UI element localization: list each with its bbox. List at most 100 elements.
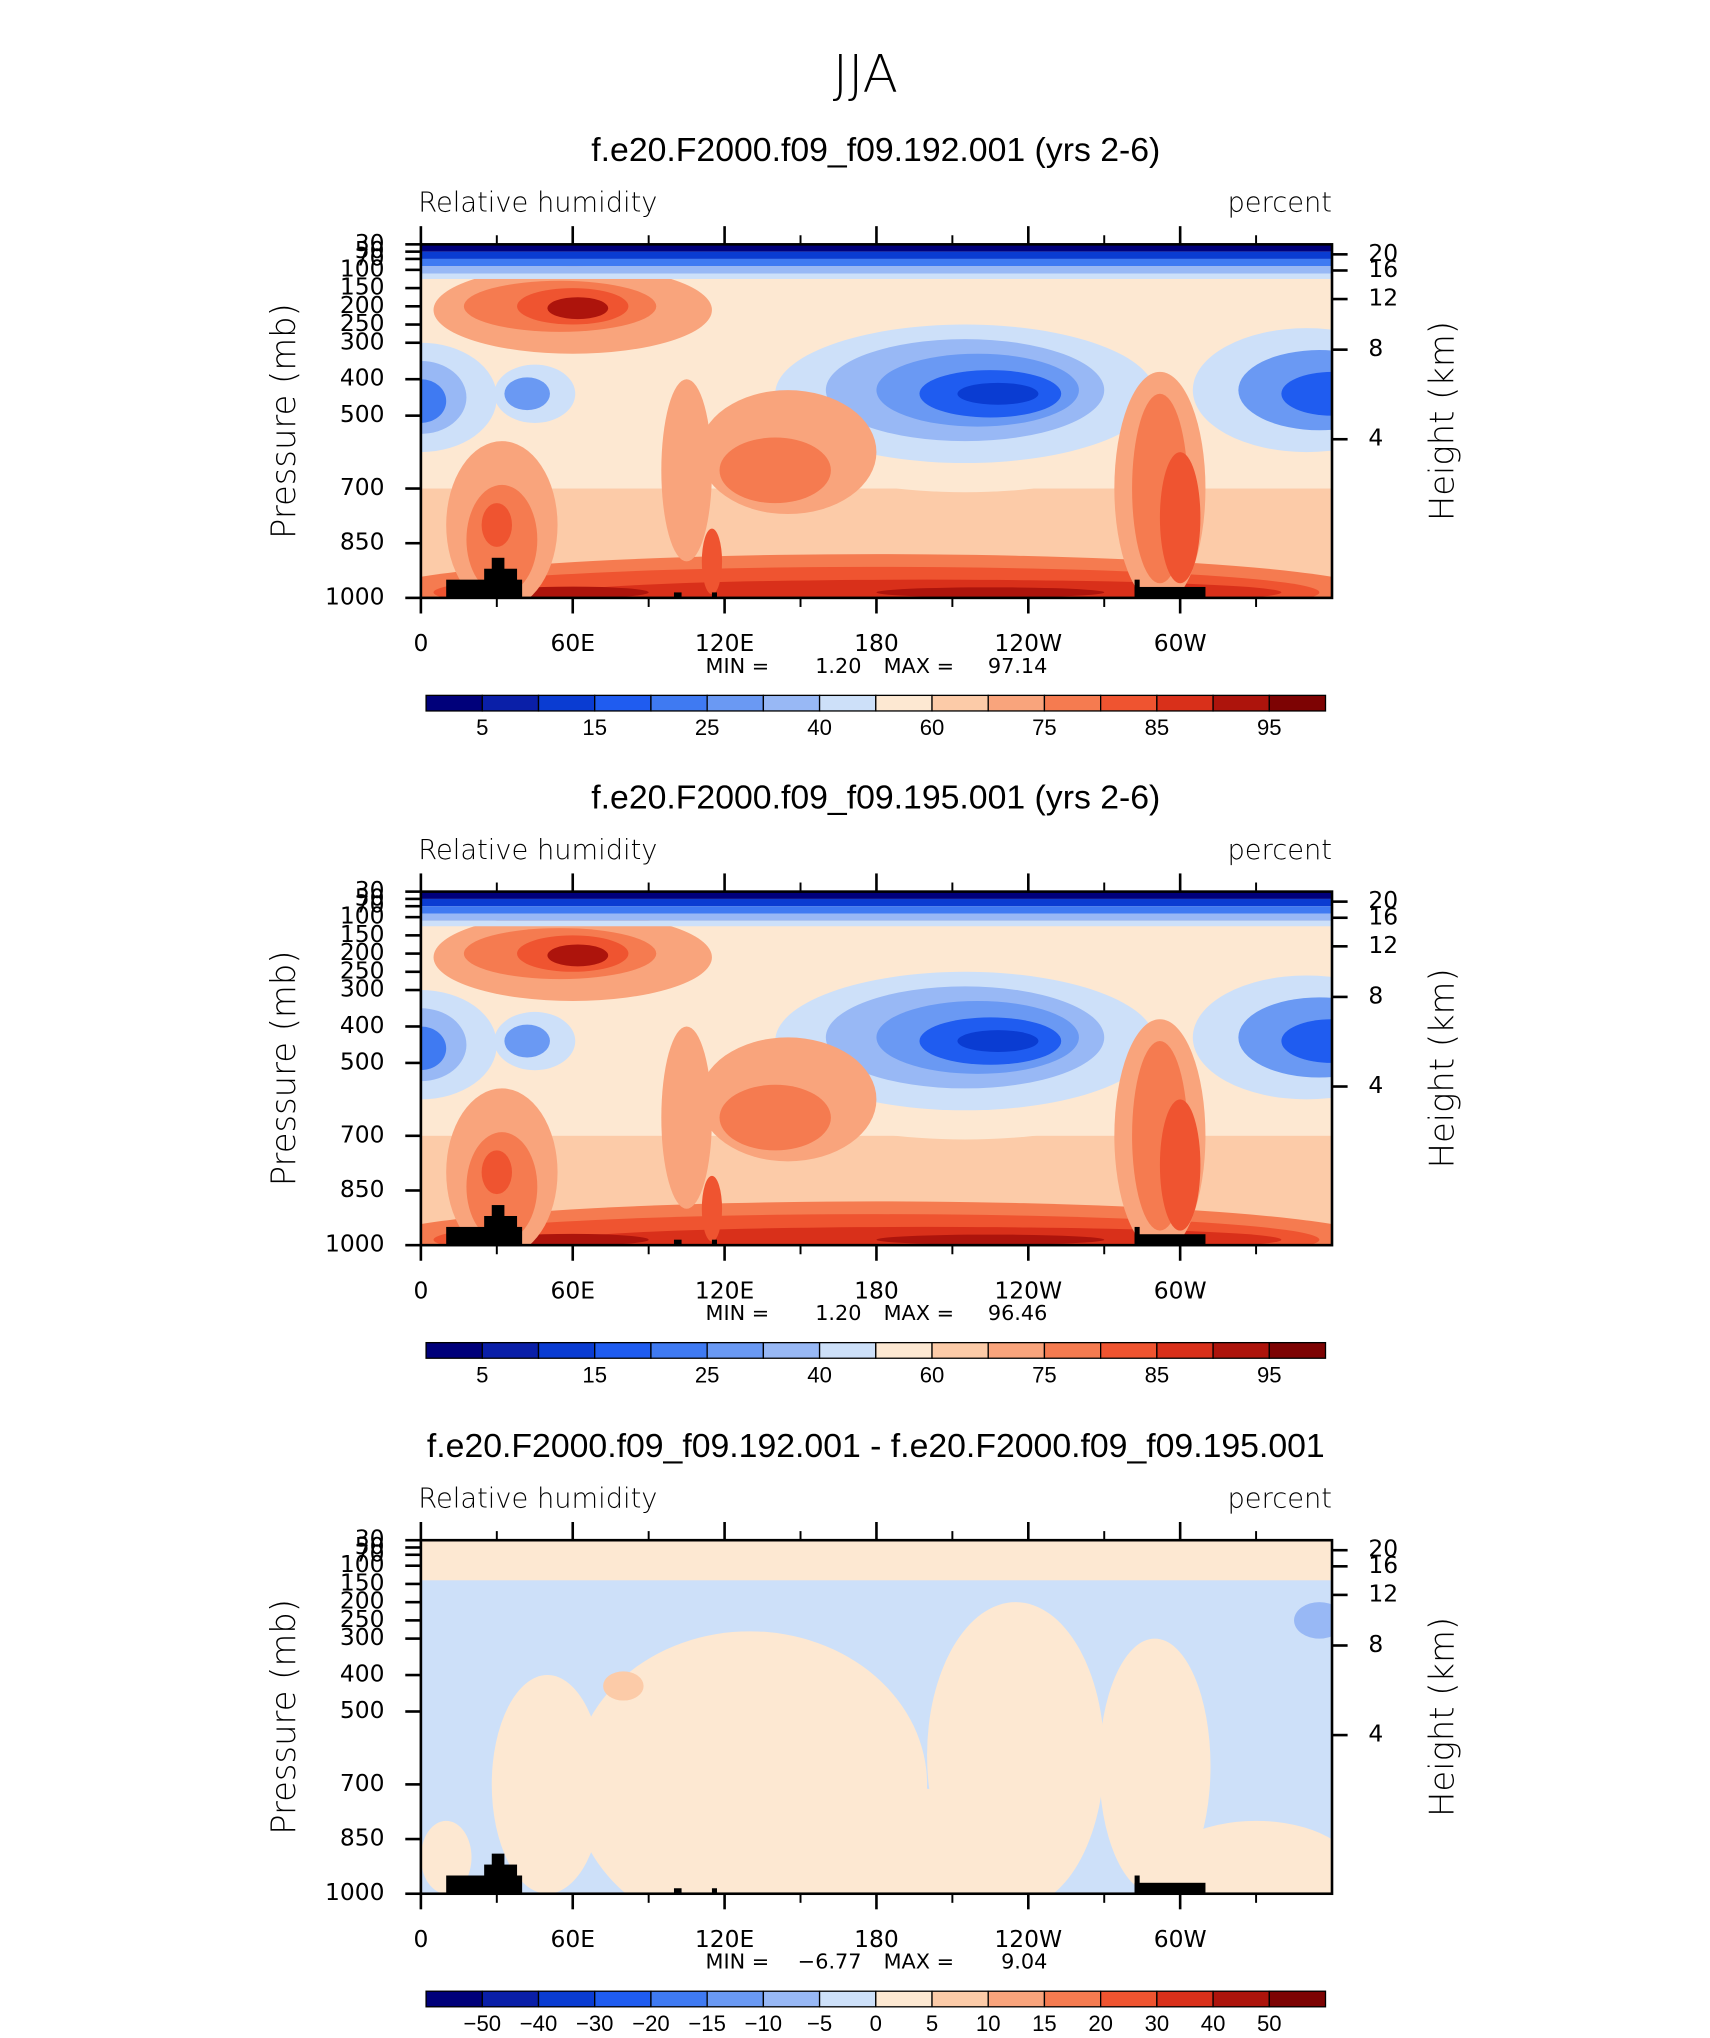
colorbar-box bbox=[1100, 1990, 1158, 2008]
topography bbox=[491, 1853, 505, 1894]
y-tick-label: 50 bbox=[355, 236, 385, 264]
colorbar-label: 20 bbox=[1088, 2011, 1113, 2036]
x-tick-label: 0 bbox=[413, 1276, 428, 1304]
contour-fill bbox=[927, 1602, 1105, 1894]
topography bbox=[1134, 586, 1206, 598]
contour-fill bbox=[701, 1175, 723, 1242]
colorbar-label: 60 bbox=[920, 1362, 945, 1387]
y-tick-label: 30 bbox=[355, 876, 385, 904]
y-tick-label: 100 bbox=[340, 902, 385, 930]
colorbar-box bbox=[481, 1990, 540, 2008]
colorbar-box bbox=[594, 1341, 652, 1359]
panel-title: f.e20.F2000.f09_f09.192.001 (yrs 2-6) bbox=[591, 131, 1160, 169]
subtitle-left: Relative humidity bbox=[418, 188, 657, 219]
y-tick-label: 100 bbox=[340, 254, 385, 282]
x-tick-label: 60W bbox=[1154, 1276, 1207, 1304]
y2-tick-label: 8 bbox=[1368, 334, 1383, 362]
x-tick-label: 120E bbox=[695, 1276, 754, 1304]
max-value: 96.46 bbox=[988, 1301, 1048, 1325]
y-tick-label: 30 bbox=[355, 1525, 385, 1553]
contour-fill bbox=[504, 1024, 550, 1058]
contour-fill bbox=[504, 377, 550, 411]
y-tick-label: 150 bbox=[340, 1568, 385, 1596]
colorbar-label: −15 bbox=[688, 2011, 725, 2036]
colorbar-label: 75 bbox=[1032, 715, 1057, 740]
colorbar-box bbox=[818, 1990, 877, 2008]
max-value: 97.14 bbox=[988, 654, 1048, 678]
colorbar-label: 60 bbox=[920, 715, 945, 740]
contour-fill bbox=[420, 1540, 1333, 1581]
topography bbox=[711, 1239, 717, 1246]
y-tick-label: 300 bbox=[340, 1623, 385, 1651]
y-tick-label: 250 bbox=[340, 309, 385, 337]
topography bbox=[673, 592, 682, 598]
contour-fill bbox=[701, 528, 723, 595]
colorbar-box bbox=[481, 1341, 540, 1359]
contour-field bbox=[420, 244, 1333, 598]
y-tick-label: 700 bbox=[340, 1769, 385, 1797]
colorbar-box bbox=[1212, 1341, 1270, 1359]
y2-tick-label: 16 bbox=[1368, 902, 1398, 930]
colorbar-label: −10 bbox=[745, 2011, 782, 2036]
panel-title: f.e20.F2000.f09_f09.195.001 (yrs 2-6) bbox=[591, 778, 1160, 816]
colorbar-box bbox=[1268, 1341, 1327, 1359]
contour-fill bbox=[661, 1026, 712, 1209]
colorbar-label: 25 bbox=[695, 1362, 720, 1387]
colorbar-box bbox=[537, 1341, 596, 1359]
y-tick-label: 50 bbox=[355, 1532, 385, 1560]
y-tick-label: 1000 bbox=[325, 1878, 385, 1906]
colorbar-box bbox=[931, 1990, 989, 2008]
contour-fill bbox=[420, 251, 1333, 259]
contour-fill bbox=[1281, 371, 1333, 416]
y-tick-label: 850 bbox=[340, 528, 385, 556]
contour-fill bbox=[420, 244, 1333, 252]
colorbar-label: 15 bbox=[582, 715, 607, 740]
colorbar-box bbox=[706, 1341, 765, 1359]
colorbar-label: 40 bbox=[807, 1362, 832, 1387]
contour-fill bbox=[1294, 1602, 1333, 1639]
x-tick-label: 60W bbox=[1154, 1925, 1207, 1953]
colorbar-box bbox=[537, 1990, 596, 2008]
y-tick-label: 400 bbox=[340, 1011, 385, 1039]
colorbar-box bbox=[762, 1990, 821, 2008]
colorbar-label: −20 bbox=[632, 2011, 669, 2036]
colorbar-box bbox=[650, 1341, 708, 1359]
panel: f.e20.F2000.f09_f09.192.001 - f.e20.F200… bbox=[264, 1427, 1461, 2036]
contour-fill bbox=[420, 273, 1333, 279]
colorbar-label: 15 bbox=[1032, 2011, 1057, 2036]
x-tick-label: 60E bbox=[550, 1276, 595, 1304]
y-tick-label: 850 bbox=[340, 1824, 385, 1852]
colorbar-box bbox=[594, 1990, 652, 2008]
x-tick-label: 60W bbox=[1154, 629, 1207, 657]
y-tick-label: 300 bbox=[340, 975, 385, 1003]
contour-fill bbox=[957, 1030, 1039, 1052]
y-tick-label: 70 bbox=[355, 243, 385, 271]
y2-tick-label: 20 bbox=[1368, 239, 1398, 267]
colorbar-box bbox=[1156, 1990, 1214, 2008]
topography bbox=[673, 1239, 682, 1246]
contour-fill bbox=[420, 379, 447, 423]
subtitle-right: percent bbox=[1228, 835, 1333, 866]
x-tick-label: 120W bbox=[994, 1925, 1062, 1953]
colorbar-box bbox=[425, 694, 483, 712]
y2-tick-label: 12 bbox=[1368, 931, 1398, 959]
min-value: 1.20 bbox=[815, 1301, 861, 1325]
x-tick-label: 60E bbox=[550, 1925, 595, 1953]
colorbar-label: 5 bbox=[476, 715, 488, 740]
y-tick-label: 70 bbox=[355, 1539, 385, 1567]
subtitle-left: Relative humidity bbox=[418, 835, 657, 866]
y-tick-label: 250 bbox=[340, 1605, 385, 1633]
y2-tick-label: 4 bbox=[1368, 1071, 1383, 1099]
contour-fill bbox=[420, 913, 1333, 921]
y-tick-label: 200 bbox=[340, 291, 385, 319]
contour-fill bbox=[547, 944, 609, 967]
topography bbox=[711, 1888, 717, 1894]
y-tick-label: 700 bbox=[340, 473, 385, 501]
colorbar-box bbox=[1100, 1341, 1158, 1359]
x-tick-label: 60E bbox=[550, 629, 595, 657]
contour-fill bbox=[1159, 1099, 1201, 1231]
y-tick-label: 50 bbox=[355, 883, 385, 911]
colorbar-box bbox=[818, 1341, 877, 1359]
colorbar-box bbox=[706, 1990, 765, 2008]
